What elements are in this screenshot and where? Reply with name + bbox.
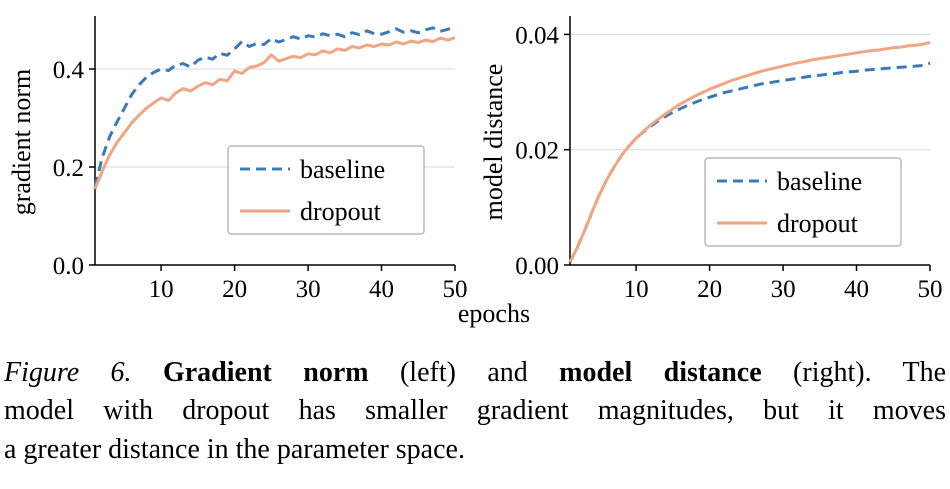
caption-text-normal — [132, 357, 163, 388]
y-tick-label: 0.0 — [53, 253, 84, 280]
x-tick-label: 50 — [443, 276, 468, 303]
caption-line: a greater distance in the parameter spac… — [4, 431, 946, 469]
x-tick-label: 30 — [771, 276, 796, 303]
legend-label-dropout: dropout — [777, 209, 859, 238]
caption-text-normal: a greater distance in the parameter spac… — [4, 433, 465, 465]
y-tick-label: 0.00 — [515, 253, 559, 280]
caption-text-normal: model with dropout has smaller gradient … — [4, 395, 946, 427]
caption-line: Figure 6. Gradient norm (left) and model… — [4, 354, 946, 392]
legend-label-baseline: baseline — [777, 167, 862, 196]
legend-label-dropout: dropout — [300, 197, 382, 226]
caption-text-normal: (left) and — [368, 357, 560, 388]
charts-svg: 0.0 0.2 0.4 10 20 30 40 50 gradient norm baseli… — [7, 16, 943, 328]
legend-label-baseline: baseline — [300, 155, 385, 184]
x-tick-label: 10 — [149, 276, 174, 303]
legend-model-distance: baseline dropout — [704, 157, 902, 247]
y-axis-label-gradient-norm: gradient norm — [7, 69, 36, 216]
caption-text-italic: Figure 6. — [4, 357, 132, 388]
y-axis-label-model-distance: model distance — [479, 64, 508, 221]
series-line-dropout — [568, 41, 931, 263]
x-tick-label: 50 — [918, 276, 943, 303]
x-tick-label: 40 — [369, 276, 394, 303]
gradient-norm-plot-area: 0.0 0.2 0.4 10 20 30 40 50 — [53, 16, 468, 303]
caption-text-bold: Gradient norm — [162, 357, 369, 388]
legend-gradient-norm: baseline dropout — [227, 145, 425, 235]
caption-text-bold: model distance — [559, 357, 762, 388]
x-axis-label-epochs: epochs — [458, 299, 530, 328]
model-distance-chart: 0.00 0.02 0.04 10 20 30 40 50 model distance ba… — [479, 16, 943, 303]
gradient-norm-chart: 0.0 0.2 0.4 10 20 30 40 50 gradient norm baseli… — [7, 16, 468, 303]
x-tick-label: 10 — [624, 276, 649, 303]
x-tick-label: 20 — [222, 276, 247, 303]
caption-line: model with dropout has smaller gradient … — [4, 392, 946, 430]
y-tick-label: 0.04 — [515, 22, 559, 49]
y-tick-label: 0.4 — [53, 57, 85, 84]
y-tick-label: 0.2 — [53, 155, 84, 182]
series-line-baseline — [93, 25, 456, 187]
caption-text-normal: (right). The — [761, 357, 947, 388]
x-tick-label: 20 — [697, 276, 722, 303]
figure-caption: Figure 6. Gradient norm (left) and model… — [4, 354, 946, 469]
model-distance-plot-area: 0.00 0.02 0.04 10 20 30 40 50 — [515, 16, 943, 303]
series-line-dropout — [93, 36, 456, 190]
x-tick-label: 30 — [296, 276, 321, 303]
x-tick-label: 40 — [844, 276, 869, 303]
y-tick-label: 0.02 — [515, 138, 559, 165]
